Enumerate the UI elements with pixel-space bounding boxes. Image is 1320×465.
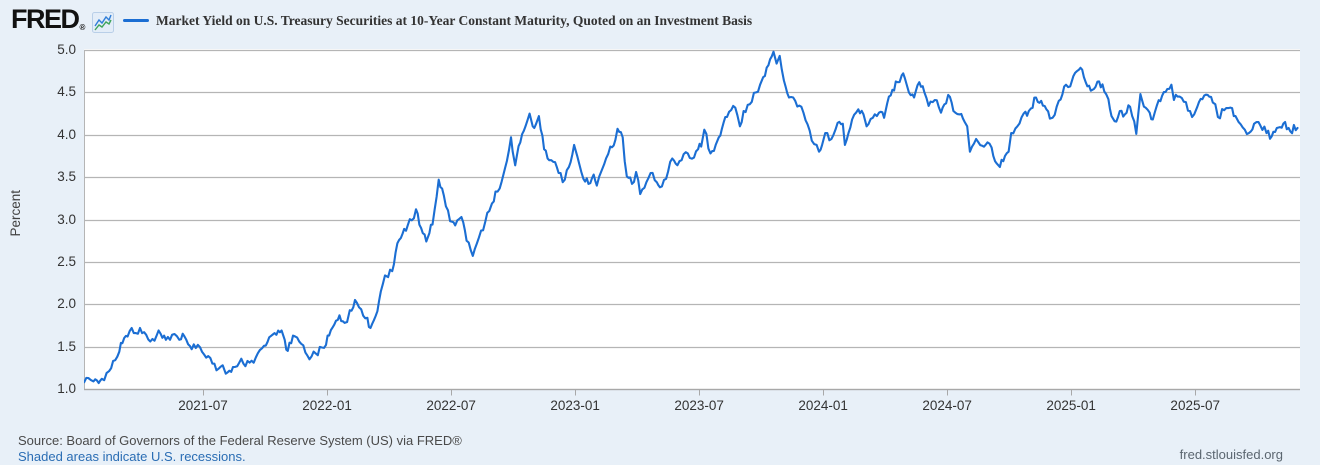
y-tick-label: 1.0: [57, 381, 76, 396]
x-tick-label: 2025-07: [1170, 398, 1220, 413]
recession-note-link[interactable]: Shaded areas indicate U.S. recessions.: [18, 448, 246, 464]
plot-background: [84, 49, 1300, 390]
fred-logo[interactable]: FRED®: [11, 4, 86, 35]
registered-mark: ®: [79, 23, 86, 32]
sparkline-icon: [92, 12, 114, 33]
x-tick-label: 2025-01: [1046, 398, 1096, 413]
x-tick-label: 2024-01: [798, 398, 848, 413]
legend-series-label[interactable]: Market Yield on U.S. Treasury Securities…: [156, 13, 753, 28]
y-tick-label: 4.5: [57, 84, 76, 100]
source-attribution: Source: Board of Governors of the Federa…: [18, 433, 462, 448]
x-tick-label: 2022-07: [426, 398, 476, 413]
y-axis-title: Percent: [8, 190, 23, 237]
y-tick-label: 2.5: [57, 253, 76, 269]
x-tick-label: 2023-01: [550, 398, 600, 413]
y-tick-label: 2.0: [57, 296, 76, 312]
series-line: [84, 50, 1299, 385]
x-tick-label: 2023-07: [674, 398, 724, 413]
y-tick-label: 3.0: [57, 211, 76, 227]
fred-logo-text: FRED: [11, 4, 80, 34]
y-tick-label: 5.0: [57, 42, 76, 57]
legend-line-swatch: [123, 19, 149, 22]
plot-area[interactable]: [84, 49, 1300, 397]
x-tick-label: 2022-01: [302, 398, 352, 413]
y-tick-label: 1.5: [57, 338, 76, 354]
fred-site-link[interactable]: fred.stlouisfed.org: [1179, 447, 1283, 462]
y-tick-label: 4.0: [57, 126, 76, 142]
x-tick-label: 2021-07: [178, 398, 228, 413]
x-tick-label: 2024-07: [922, 398, 972, 413]
y-tick-label: 3.5: [57, 169, 76, 185]
